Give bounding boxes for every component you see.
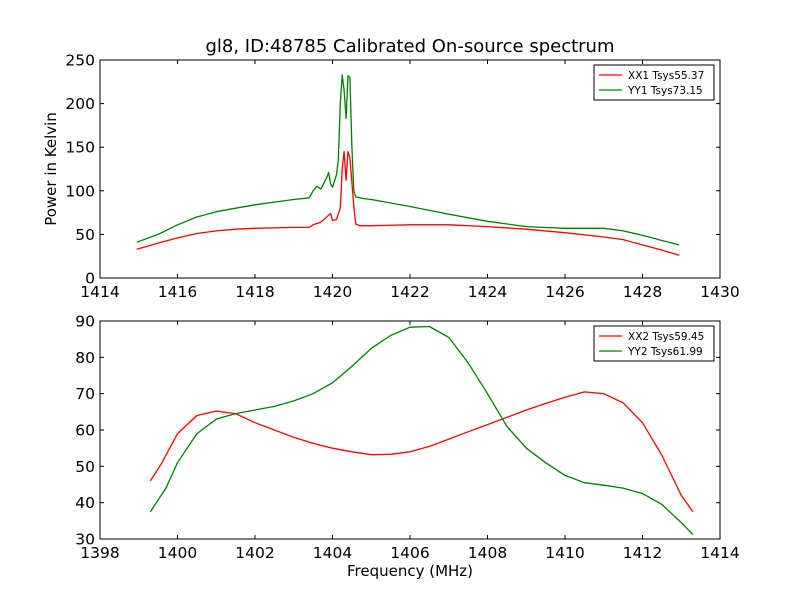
legend-label: YY1 Tsys73.15 (627, 85, 703, 97)
legend-label: XX2 Tsys59.45 (628, 331, 704, 343)
y-tick-label: 30 (75, 531, 95, 549)
x-tick-label: 1424 (468, 283, 507, 301)
x-tick-label: 1406 (390, 544, 429, 562)
legend: XX2 Tsys59.45 YY2 Tsys61.99 (593, 325, 715, 362)
top-spectrum-panel: 1414 1416 1418 1420 1422 1424 1426 1428 1430 0 50 1… (65, 52, 739, 302)
x-tick-label: 1402 (235, 544, 274, 562)
x-tick-label: 1426 (545, 283, 584, 301)
figure-title: gl8, ID:48785 Calibrated On-source spect… (205, 36, 614, 57)
y-tick-label: 200 (65, 95, 95, 113)
y-tick-label: 70 (75, 385, 95, 403)
y-tick-label: 150 (65, 139, 95, 157)
y-tick-label: 250 (65, 52, 95, 70)
series-line-xx2 (149, 391, 694, 513)
x-tick-label: 1414 (80, 283, 119, 301)
y-tick-label: 40 (75, 494, 95, 512)
y-tick-label: 0 (85, 270, 95, 288)
legend-box (593, 325, 715, 362)
legend-label: XX1 Tsys55.37 (628, 70, 704, 82)
x-tick-label: 1416 (158, 283, 197, 301)
x-tick-label: 1428 (623, 283, 662, 301)
bottom-spectrum-panel: 1398 1400 1402 1404 1406 1408 1410 1412 1414 30 40… (75, 313, 739, 563)
x-tick-label: 1420 (313, 283, 352, 301)
x-tick-label: 1408 (468, 544, 507, 562)
x-tick-label: 1410 (545, 544, 584, 562)
legend-box (593, 64, 715, 101)
y-tick-label: 100 (65, 182, 95, 200)
y-axis-label: Power in Kelvin (42, 112, 60, 226)
x-axis-label: Frequency (MHz) (347, 562, 473, 580)
y-tick-label: 60 (75, 422, 95, 440)
y-tick-label: 80 (75, 349, 95, 367)
series-line-yy1 (136, 74, 680, 246)
x-tick-label: 1398 (80, 544, 119, 562)
x-tick-label: 1430 (700, 283, 739, 301)
y-tick-label: 50 (75, 458, 95, 476)
x-tick-label: 1414 (700, 544, 739, 562)
x-tick-label: 1422 (390, 283, 429, 301)
x-tick-label: 1400 (158, 544, 197, 562)
y-tick-label: 90 (75, 313, 95, 331)
series-line-yy2 (149, 325, 694, 536)
series-line-xx1 (136, 150, 680, 256)
legend: XX1 Tsys55.37 YY1 Tsys73.15 (593, 64, 715, 101)
x-tick-label: 1418 (235, 283, 274, 301)
x-tick-label: 1412 (623, 544, 662, 562)
legend-label: YY2 Tsys61.99 (627, 346, 703, 358)
y-tick-label: 50 (75, 226, 95, 244)
x-tick-label: 1404 (313, 544, 352, 562)
